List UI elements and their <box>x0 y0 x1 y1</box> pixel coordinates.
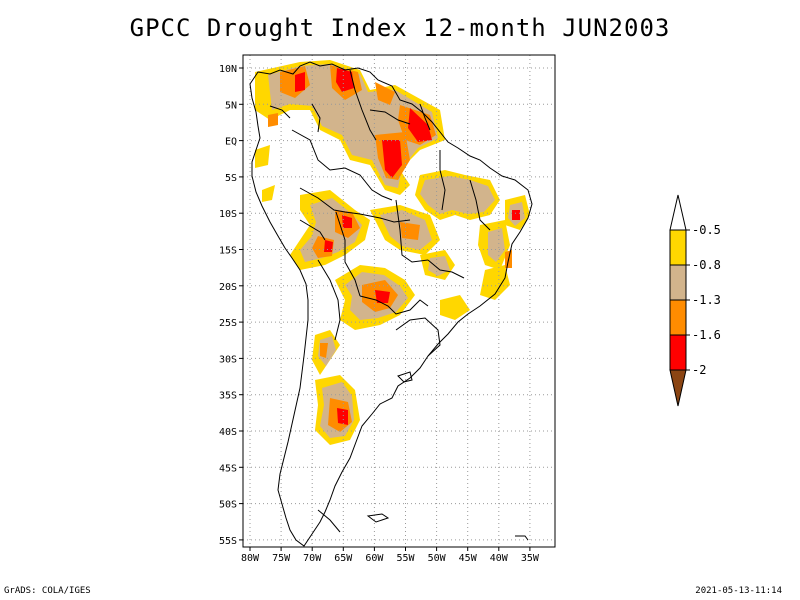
lat-tick-label: 5N <box>225 100 237 111</box>
legend-arrow-top <box>669 194 687 231</box>
lon-tick-label: 80W <box>241 553 260 564</box>
lat-tick-label: 35S <box>219 391 237 402</box>
legend-label: -1.3 <box>692 293 721 307</box>
footer-timestamp: 2021-05-13-11:14 <box>695 586 782 596</box>
legend-label: -0.8 <box>692 258 721 272</box>
color-legend: -0.5 -0.8 -1.3 -1.6 -2 <box>669 194 721 407</box>
legend-swatch <box>669 264 687 301</box>
lat-tick-label: 45S <box>219 463 237 474</box>
lon-tick-label: 55W <box>396 553 415 564</box>
lat-tick-label: 5S <box>225 173 237 184</box>
lat-tick-label: 10N <box>219 64 237 75</box>
country-borders <box>249 61 533 547</box>
legend-swatch <box>669 229 687 266</box>
lat-tick-label: 15S <box>219 246 237 257</box>
latitude-labels: 10N 5N EQ 5S 10S 15S 20S 25S 30S 35S 40S 45S 50S 55S <box>219 64 243 547</box>
lat-tick-label: EQ <box>225 137 237 148</box>
lon-tick-label: 40W <box>490 553 509 564</box>
lat-tick-label: 55S <box>219 536 237 547</box>
lon-tick-label: 35W <box>521 553 540 564</box>
lon-tick-label: 65W <box>334 553 353 564</box>
lat-tick-label: 20S <box>219 282 237 293</box>
drought-shading <box>255 60 530 445</box>
lat-tick-label: 10S <box>219 209 237 220</box>
lon-tick-label: 60W <box>365 553 384 564</box>
lon-tick-label: 45W <box>459 553 478 564</box>
legend-label: -1.6 <box>692 328 721 342</box>
legend-swatch <box>669 299 687 336</box>
legend-arrow-bottom <box>669 369 687 407</box>
lat-tick-label: 30S <box>219 354 237 365</box>
lat-tick-label: 50S <box>219 500 237 511</box>
lat-tick-label: 25S <box>219 318 237 329</box>
graticule <box>243 55 555 547</box>
plot-frame <box>242 54 556 548</box>
legend-swatch <box>669 334 687 371</box>
legend-label: -2 <box>692 363 706 377</box>
lon-tick-label: 75W <box>272 553 291 564</box>
lon-tick-label: 50W <box>428 553 447 564</box>
longitude-labels: 80W 75W 70W 65W 60W 55W 50W 45W 40W 35W <box>241 547 540 564</box>
lon-tick-label: 70W <box>303 553 322 564</box>
footer-credit: GrADS: COLA/IGES <box>4 586 91 596</box>
lat-tick-label: 40S <box>219 427 237 438</box>
map-title: GPCC Drought Index 12-month JUN2003 <box>129 14 671 42</box>
legend-label: -0.5 <box>692 223 721 237</box>
